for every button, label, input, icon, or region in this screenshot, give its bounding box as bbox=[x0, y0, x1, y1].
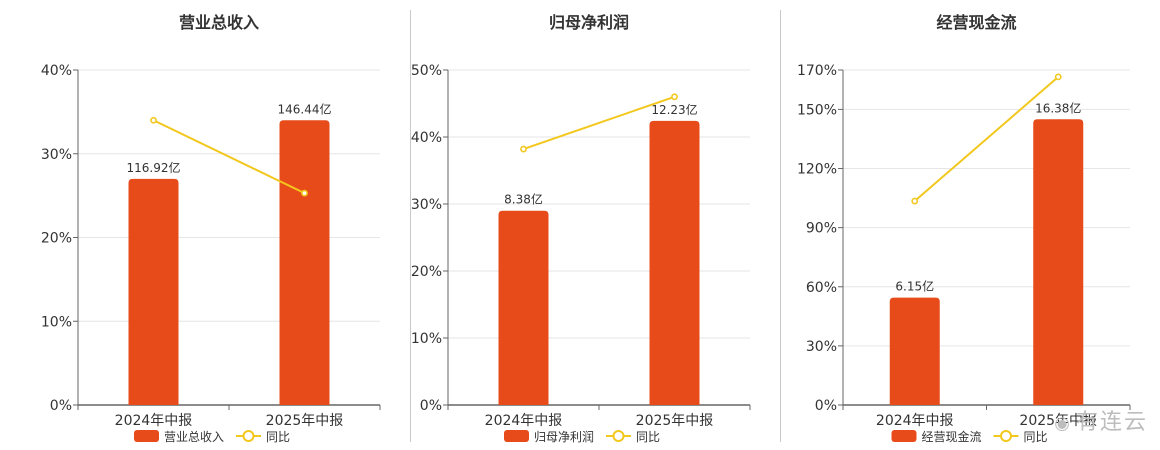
bar bbox=[128, 178, 179, 405]
y-tick-label: 0% bbox=[420, 398, 442, 414]
data-label: 16.38亿 bbox=[1035, 100, 1081, 115]
bar bbox=[649, 120, 700, 406]
y-tick-label: 170% bbox=[797, 63, 837, 79]
data-label: 146.44亿 bbox=[278, 101, 332, 116]
y-tick-label: 10% bbox=[411, 331, 442, 347]
x-tick-label: 2025年中报 bbox=[266, 413, 344, 429]
x-tick-label: 2024年中报 bbox=[876, 413, 954, 429]
panel-divider bbox=[410, 10, 411, 442]
legend-bar-swatch bbox=[891, 430, 917, 442]
legend-bar-label: 归母净利润 bbox=[534, 430, 594, 444]
x-tick-label: 2024年中报 bbox=[115, 413, 193, 429]
yoy-point bbox=[1054, 73, 1062, 81]
y-tick-label: 30% bbox=[806, 339, 837, 355]
y-tick-label: 150% bbox=[797, 102, 837, 118]
chart-panel-net-profit: 归母净利润 0% 10% 20% 30% 40% 50% 2024年中报 2025年中报 8.38… bbox=[370, 0, 780, 450]
y-tick-label: 30% bbox=[411, 197, 442, 213]
legend-bar-label: 经营现金流 bbox=[922, 429, 982, 444]
watermark-text: 有连云 bbox=[1075, 410, 1148, 435]
y-tick-label: 0% bbox=[50, 398, 72, 414]
legend-line-marker bbox=[1000, 430, 1012, 442]
chart-panel-cash-flow: 经营现金流 0% 30% 60% 90% 120% 150% 170% 2024年中报 2025年… bbox=[740, 0, 1160, 450]
chart-title: 归母净利润 bbox=[549, 13, 629, 32]
panel-divider bbox=[780, 10, 781, 442]
x-tick-label: 2024年中报 bbox=[485, 413, 563, 429]
x-tick-label: 2025年中报 bbox=[636, 413, 714, 429]
y-tick-label: 50% bbox=[411, 63, 442, 79]
legend-line-marker bbox=[242, 430, 255, 442]
chart-svg: 经营现金流 0% 30% 60% 90% 120% 150% 170% 2024年中报 2025年… bbox=[797, 13, 1131, 444]
x-tick-label: 2025年中报 bbox=[1019, 413, 1097, 429]
chart-svg: 营业总收入 0% 10% 20% 30% 40% 2024年中报 2025年中报 116.92亿… bbox=[41, 13, 381, 444]
legend-bar-label: 营业总收入 bbox=[164, 430, 224, 444]
legend-line-marker bbox=[612, 430, 625, 442]
chart-svg: 归母净利润 0% 10% 20% 30% 40% 50% 2024年中报 2025年中报 8.38… bbox=[411, 13, 751, 444]
chart-title: 经营现金流 bbox=[936, 13, 1016, 32]
y-tick-label: 0% bbox=[815, 398, 837, 414]
legend-bar-swatch bbox=[134, 430, 159, 442]
data-label: 6.15亿 bbox=[895, 279, 934, 294]
watermark: ◉ 有连云 bbox=[1054, 404, 1148, 436]
legend-bar-swatch bbox=[504, 430, 529, 442]
yoy-point bbox=[911, 197, 919, 205]
y-tick-label: 60% bbox=[806, 280, 837, 296]
data-label: 12.23亿 bbox=[651, 102, 697, 117]
y-tick-label: 40% bbox=[41, 63, 72, 79]
bar bbox=[889, 297, 940, 405]
chart-title: 营业总收入 bbox=[179, 13, 259, 32]
yoy-line bbox=[914, 76, 1059, 202]
bar bbox=[498, 210, 549, 405]
legend-line-label: 同比 bbox=[636, 430, 660, 444]
chart-panel-revenue: 营业总收入 0% 10% 20% 30% 40% 2024年中报 2025年中报 116.92亿… bbox=[0, 0, 410, 450]
y-tick-label: 10% bbox=[41, 314, 72, 330]
y-tick-label: 20% bbox=[41, 231, 72, 247]
y-tick-label: 40% bbox=[411, 130, 442, 146]
yoy-line bbox=[153, 119, 305, 195]
yoy-point bbox=[520, 145, 527, 153]
weibo-icon: ◉ bbox=[1054, 413, 1072, 434]
yoy-line bbox=[523, 95, 675, 151]
yoy-point bbox=[150, 116, 157, 124]
y-tick-label: 90% bbox=[806, 221, 837, 237]
bar bbox=[1033, 119, 1084, 405]
yoy-point bbox=[301, 189, 308, 197]
bar bbox=[279, 120, 330, 405]
y-tick-label: 120% bbox=[797, 162, 837, 178]
data-label: 116.92亿 bbox=[127, 160, 181, 175]
data-label: 8.38亿 bbox=[504, 192, 543, 207]
legend-line-label: 同比 bbox=[266, 430, 290, 444]
legend-line-label: 同比 bbox=[1024, 430, 1048, 444]
yoy-point bbox=[671, 93, 678, 101]
y-tick-label: 20% bbox=[411, 264, 442, 280]
y-tick-label: 30% bbox=[41, 147, 72, 163]
